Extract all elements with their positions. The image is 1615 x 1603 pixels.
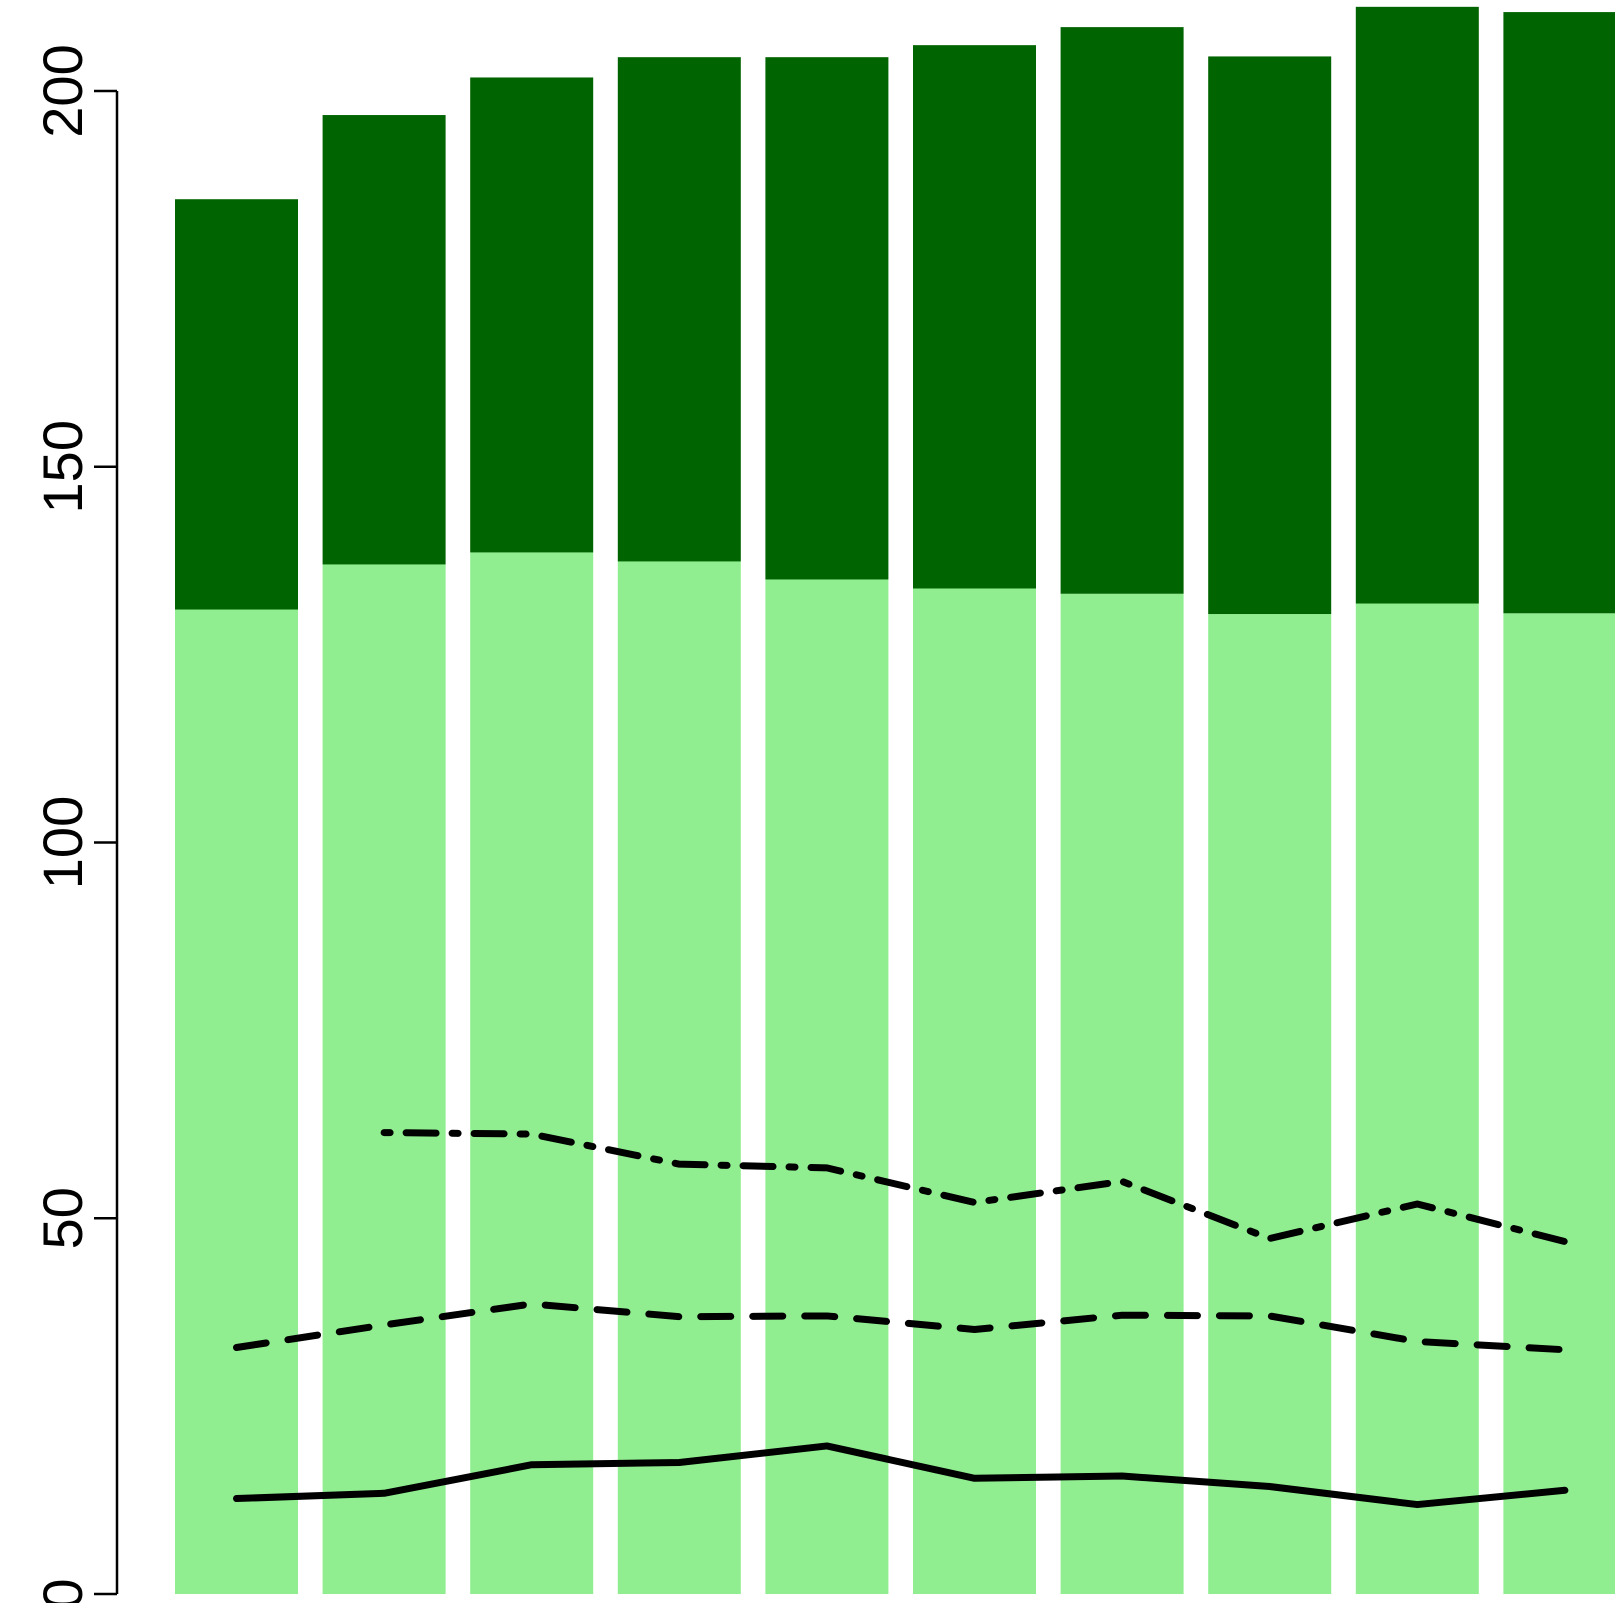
y-tick-label-0: 0	[31, 1578, 94, 1603]
bar-series-1-cat-7	[1060, 593, 1184, 1594]
bar-series-2-cat-3	[470, 77, 594, 553]
bar-series-1-cat-3	[470, 552, 594, 1594]
bar-series-1-cat-6	[913, 588, 1036, 1594]
y-tick-label-50: 50	[31, 1187, 94, 1249]
bar-series-2-cat-1	[175, 199, 298, 610]
y-tick-label-200: 200	[31, 44, 94, 137]
bar-series-2-cat-5	[765, 57, 889, 580]
line-dot-dash	[380, 1129, 1569, 1246]
y-axis: 0 50 100 150 200	[31, 44, 119, 1603]
bar-series-2-cat-8	[1208, 56, 1332, 615]
bar-series-2-cat-9	[1355, 6, 1479, 604]
lines-layer	[233, 1129, 1569, 1509]
bar-series-1-cat-1	[175, 609, 298, 1594]
bar-series-1-cat-5	[765, 579, 889, 1594]
bar-series-2-cat-4	[617, 57, 741, 562]
line-solid	[233, 1442, 1569, 1509]
bar-series-1-cat-2	[322, 564, 446, 1594]
bar-series-2-cat-2	[322, 115, 446, 565]
bars-layer	[175, 6, 1615, 1595]
bar-series-1-cat-9	[1355, 603, 1479, 1594]
bar-series-1-cat-10	[1503, 613, 1615, 1594]
bar-series-1-cat-4	[617, 561, 741, 1595]
bar-series-2-cat-7	[1060, 27, 1184, 594]
bar-series-1-cat-8	[1208, 614, 1332, 1594]
line-dashed	[233, 1300, 1569, 1354]
bar-series-2-cat-10	[1503, 12, 1615, 614]
y-tick-label-100: 100	[31, 796, 94, 889]
y-tick-label-150: 150	[31, 420, 94, 513]
bar-series-2-cat-6	[913, 45, 1036, 589]
